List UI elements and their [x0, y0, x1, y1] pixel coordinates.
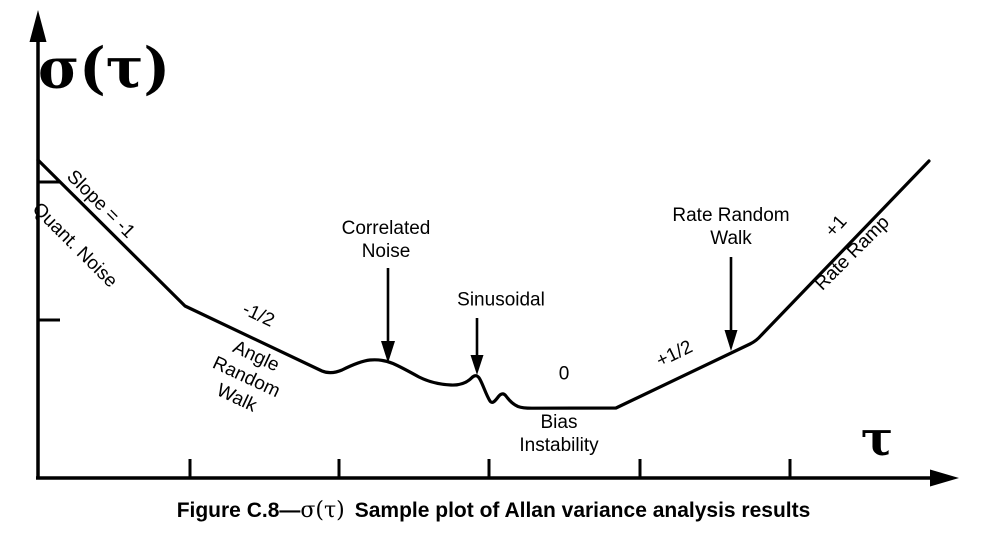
down-arrowhead-icon [470, 355, 484, 375]
allan-variance-curve [36, 158, 931, 410]
x-axis-ticks [188, 459, 792, 478]
figure-caption: Figure C.8—σ(τ) Sample plot of Allan vari… [0, 498, 987, 523]
caption-text: Sample plot of Allan variance analysis r… [354, 499, 811, 522]
down-arrowhead-icon [724, 330, 738, 351]
caption-sigma-tau: σ(τ) [300, 498, 345, 523]
sinusoidal-label: Sinusoidal [457, 289, 545, 311]
sinusoidal-arrow [470, 318, 484, 375]
y-axis-ticks [38, 180, 60, 322]
bias-instability-exponent: 0 [558, 363, 570, 385]
correlated-noise-label: Correlated Noise [341, 218, 431, 262]
y-axis-label: σ(τ) [38, 35, 170, 102]
bias-instability-label: Bias Instability [519, 412, 599, 456]
rate-random-walk-label: Rate Random Walk [672, 205, 790, 249]
x-axis-label: τ [860, 411, 894, 468]
down-arrowhead-icon [381, 341, 395, 363]
y-axis-arrowhead-icon [29, 10, 47, 42]
correlated-noise-arrow [381, 268, 395, 363]
x-axis-arrowhead-icon [930, 469, 959, 487]
caption-prefix: Figure C.8— [176, 499, 301, 522]
rate-random-walk-arrow [724, 257, 738, 351]
